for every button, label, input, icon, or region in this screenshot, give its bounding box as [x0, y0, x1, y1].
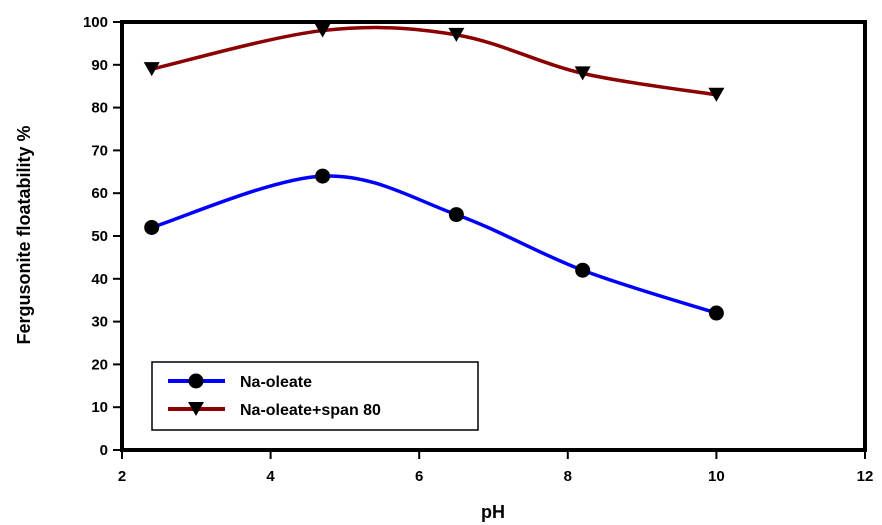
y-tick-label: 80 — [91, 100, 108, 117]
x-axis-title: pH — [481, 502, 505, 522]
y-tick-label: 90 — [91, 57, 108, 74]
data-point-na-oleate — [708, 305, 724, 321]
y-tick-label: 100 — [83, 14, 108, 31]
legend-marker-na-oleate — [188, 373, 204, 389]
x-tick-label: 2 — [118, 468, 126, 485]
y-axis-title: Fergusonite floatability % — [14, 125, 34, 344]
y-tick-label: 70 — [91, 142, 108, 159]
y-tick-label: 30 — [91, 314, 108, 331]
data-point-na-oleate-span-80 — [314, 23, 331, 38]
x-axis-ticks: 2 4 6 8 10 12 — [118, 450, 874, 485]
y-tick-label: 60 — [91, 185, 108, 202]
x-tick-label: 4 — [266, 468, 275, 485]
legend-label-na-oleate: Na-oleate — [240, 374, 312, 391]
y-tick-label: 0 — [100, 442, 108, 459]
y-tick-label: 10 — [91, 399, 108, 416]
x-tick-label: 10 — [708, 468, 725, 485]
legend-box — [151, 361, 479, 431]
legend-marker-na-oleate-span80 — [188, 402, 204, 416]
data-point-na-oleate — [448, 207, 464, 223]
series-line-na-oleate-span-80 — [151, 25, 717, 97]
y-tick-label: 20 — [91, 356, 108, 373]
series-layer — [143, 23, 725, 321]
data-point-na-oleate — [144, 219, 160, 235]
data-point-na-oleate-span-80 — [708, 87, 725, 102]
x-tick-label: 6 — [415, 468, 423, 485]
y-tick-label: 40 — [91, 271, 108, 288]
data-point-na-oleate — [315, 168, 331, 184]
y-axis-ticks: 0 10 20 30 40 50 60 70 80 90 100 — [83, 14, 122, 459]
data-point-na-oleate-span-80 — [448, 27, 465, 42]
legend: Na-oleate Na-oleate+span 80 — [151, 361, 479, 431]
legend-label-na-oleate-span80: Na-oleate+span 80 — [240, 402, 381, 419]
data-point-na-oleate — [575, 262, 591, 278]
x-tick-label: 8 — [564, 468, 572, 485]
series-line-na-oleate — [151, 174, 717, 315]
x-tick-label: 12 — [857, 468, 874, 485]
data-point-na-oleate-span-80 — [143, 62, 160, 77]
data-point-na-oleate-span-80 — [574, 66, 591, 81]
y-tick-label: 50 — [91, 228, 108, 245]
